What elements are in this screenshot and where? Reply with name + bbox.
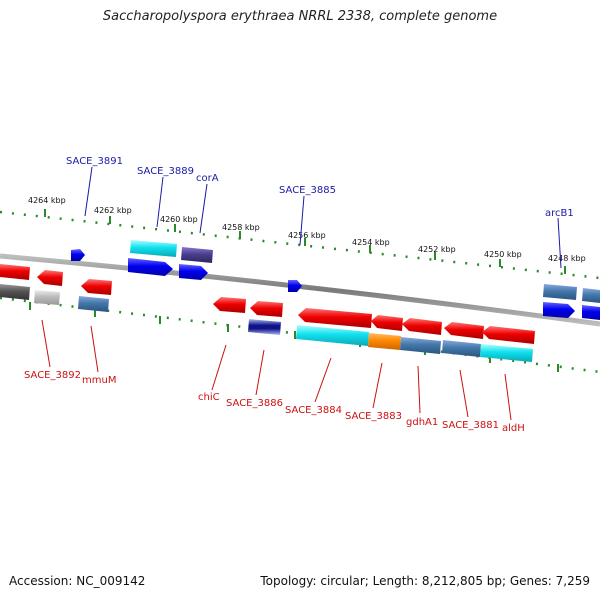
feature-cyan-3889[interactable] (130, 240, 177, 257)
feature-slate-arcb1[interactable] (543, 284, 577, 300)
gene-label-sace-3881[interactable]: SACE_3881 (442, 420, 499, 431)
feature-slate-gdha1[interactable] (400, 337, 441, 354)
gene-label-sace-3886[interactable]: SACE_3886 (226, 398, 283, 409)
gene-sace-3883[interactable] (371, 315, 403, 331)
genome-summary-text: Topology: circular; Length: 8,212,805 bp… (260, 574, 590, 588)
gene-label-sace-3885[interactable]: SACE_3885 (279, 185, 336, 196)
gene-label-sace-3889[interactable]: SACE_3889 (137, 166, 194, 177)
feature-orange-3883[interactable] (368, 333, 401, 350)
gene-labels-forward: SACE_3891 SACE_3889 corA SACE_3885 arcB1 (66, 156, 574, 219)
gene-sace-3889[interactable] (128, 258, 173, 276)
gene-label-sace-3883[interactable]: SACE_3883 (345, 411, 402, 422)
gene-mmum[interactable] (81, 279, 112, 295)
tick-label: 4260 kbp (160, 215, 198, 224)
tick-label: 4254 kbp (352, 238, 390, 247)
gene-label-sace-3884[interactable]: SACE_3884 (285, 405, 342, 416)
accession-text: Accession: NC_009142 (9, 574, 146, 588)
feature-lightgrey-3892[interactable] (34, 290, 60, 305)
forward-features (71, 240, 600, 320)
gene-sace-3881[interactable] (444, 322, 484, 339)
gene-edge-blue[interactable] (582, 305, 600, 320)
feature-cyan-3884[interactable] (296, 325, 369, 346)
label-leaders-reverse (41, 319, 512, 421)
gene-label-gdha1[interactable]: gdhA1 (406, 417, 438, 428)
gene-aldh[interactable] (482, 326, 535, 344)
label-leaders-forward (84, 166, 562, 269)
gene-arcb1[interactable] (543, 302, 575, 318)
gene-gdha1[interactable] (402, 318, 442, 335)
gene-label-mmum[interactable]: mmuM (82, 375, 116, 386)
gene-sace-3885[interactable] (288, 280, 302, 292)
map-title: Saccharopolyspora erythraea NRRL 2338, c… (102, 9, 498, 24)
gene-sace-3891[interactable] (71, 249, 85, 261)
gene-sace-3884[interactable] (298, 308, 372, 328)
gene-sace-3892[interactable] (37, 270, 63, 286)
feature-slate-edge[interactable] (582, 288, 600, 303)
tick-label: 4256 kbp (288, 231, 326, 240)
gene-labels-reverse: SACE_3892 mmuM chiC SACE_3886 SACE_3884 … (24, 370, 525, 434)
feature-navy-3886[interactable] (248, 319, 281, 335)
reverse-features (0, 264, 535, 362)
feature-cyan-aldh[interactable] (480, 344, 533, 362)
feature-slate-3881[interactable] (442, 340, 481, 357)
feature-grey-left[interactable] (0, 284, 30, 300)
tick-label: 4258 kbp (222, 223, 260, 232)
tick-label: 4252 kbp (418, 245, 456, 254)
gene-label-sace-3892[interactable]: SACE_3892 (24, 370, 81, 381)
tick-label: 4248 kbp (548, 254, 586, 263)
feature-slate-mmum[interactable] (78, 296, 109, 312)
feature-purple-cora[interactable] (181, 247, 213, 263)
gene-chic[interactable] (213, 297, 246, 313)
tick-label: 4262 kbp (94, 206, 132, 215)
gene-label-arcb1[interactable]: arcB1 (545, 208, 574, 219)
ruler-tick-labels: 4264 kbp 4262 kbp 4260 kbp 4258 kbp 4256… (28, 196, 586, 263)
gene-left-edge-red[interactable] (0, 264, 30, 280)
tick-label: 4264 kbp (28, 196, 66, 205)
tick-label: 4250 kbp (484, 250, 522, 259)
gene-label-chic[interactable]: chiC (198, 392, 220, 403)
gene-label-cora[interactable]: corA (196, 173, 219, 184)
gene-label-aldh[interactable]: aldH (502, 423, 525, 434)
gene-label-sace-3891[interactable]: SACE_3891 (66, 156, 123, 167)
gene-cora[interactable] (179, 264, 208, 280)
gene-sace-3886[interactable] (250, 301, 283, 317)
